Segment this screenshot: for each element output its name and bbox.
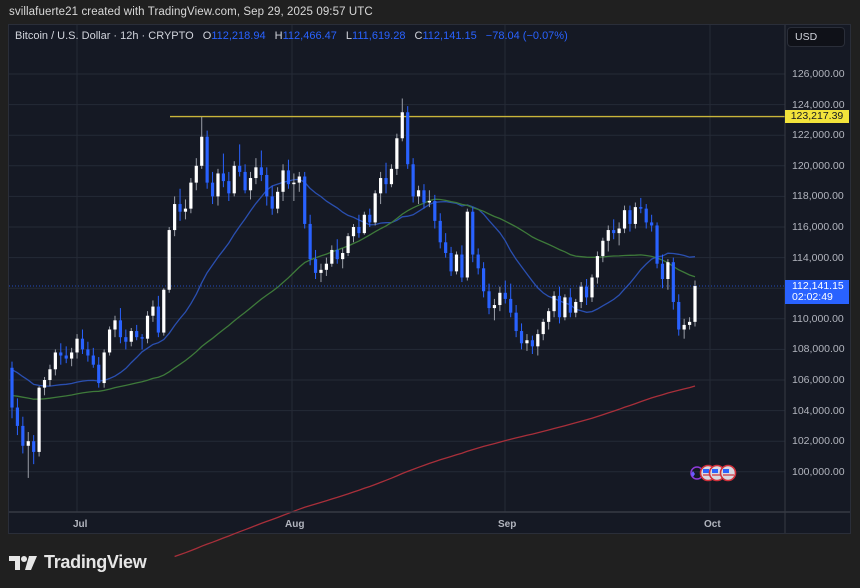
price-tick-label: 114,000.00 <box>792 251 844 264</box>
low-value: 111,619.28 <box>352 30 406 42</box>
level-price-tag: 123,217.39 <box>785 110 849 123</box>
bar-countdown: 02:02:49 <box>792 291 833 303</box>
tradingview-logo[interactable]: TradingView <box>9 552 147 573</box>
high-value: 112,466.47 <box>282 30 337 42</box>
economic-events-icons <box>690 464 737 482</box>
open-value: 112,218.94 <box>211 30 266 42</box>
price-tick-label: 100,000.00 <box>792 465 845 478</box>
change-value: −78.04 (−0.07%) <box>485 30 568 42</box>
price-tick-label: 118,000.00 <box>792 190 844 203</box>
time-tick-label: Aug <box>285 519 305 530</box>
currency-button[interactable]: USD <box>787 27 845 47</box>
last-price-value: 112,141.15 <box>792 280 844 292</box>
price-tick-label: 110,000.00 <box>792 312 844 325</box>
symbol-name: Bitcoin / U.S. Dollar · 12h · CRYPTO <box>15 30 194 42</box>
price-tick-label: 126,000.00 <box>792 68 845 80</box>
chart-credit: svillafuerte21 created with TradingView.… <box>9 6 373 18</box>
time-tick-label: Jul <box>73 519 88 530</box>
price-tick-label: 106,000.00 <box>792 374 845 386</box>
tradingview-logo-icon <box>9 555 37 570</box>
last-price-tag: 112,141.15 02:02:49 <box>785 280 849 304</box>
price-tick-label: 122,000.00 <box>792 129 845 142</box>
time-tick-label: Sep <box>498 519 517 530</box>
close-value: 112,141.15 <box>422 30 477 42</box>
price-tick-label: 102,000.00 <box>792 435 845 448</box>
us-flag-icon <box>719 464 737 482</box>
price-tick-label: 108,000.00 <box>792 343 845 356</box>
moving-averages <box>11 178 696 558</box>
candlesticks <box>10 98 697 478</box>
symbol-legend: Bitcoin / U.S. Dollar · 12h · CRYPTO O11… <box>15 30 568 42</box>
logo-text: TradingView <box>44 552 147 572</box>
price-tick-label: 124,000.00 <box>792 98 845 111</box>
time-tick-label: Oct <box>704 519 721 530</box>
price-tick-label: 120,000.00 <box>792 159 845 172</box>
price-tick-label: 116,000.00 <box>792 221 844 233</box>
price-tick-label: 104,000.00 <box>792 404 845 417</box>
